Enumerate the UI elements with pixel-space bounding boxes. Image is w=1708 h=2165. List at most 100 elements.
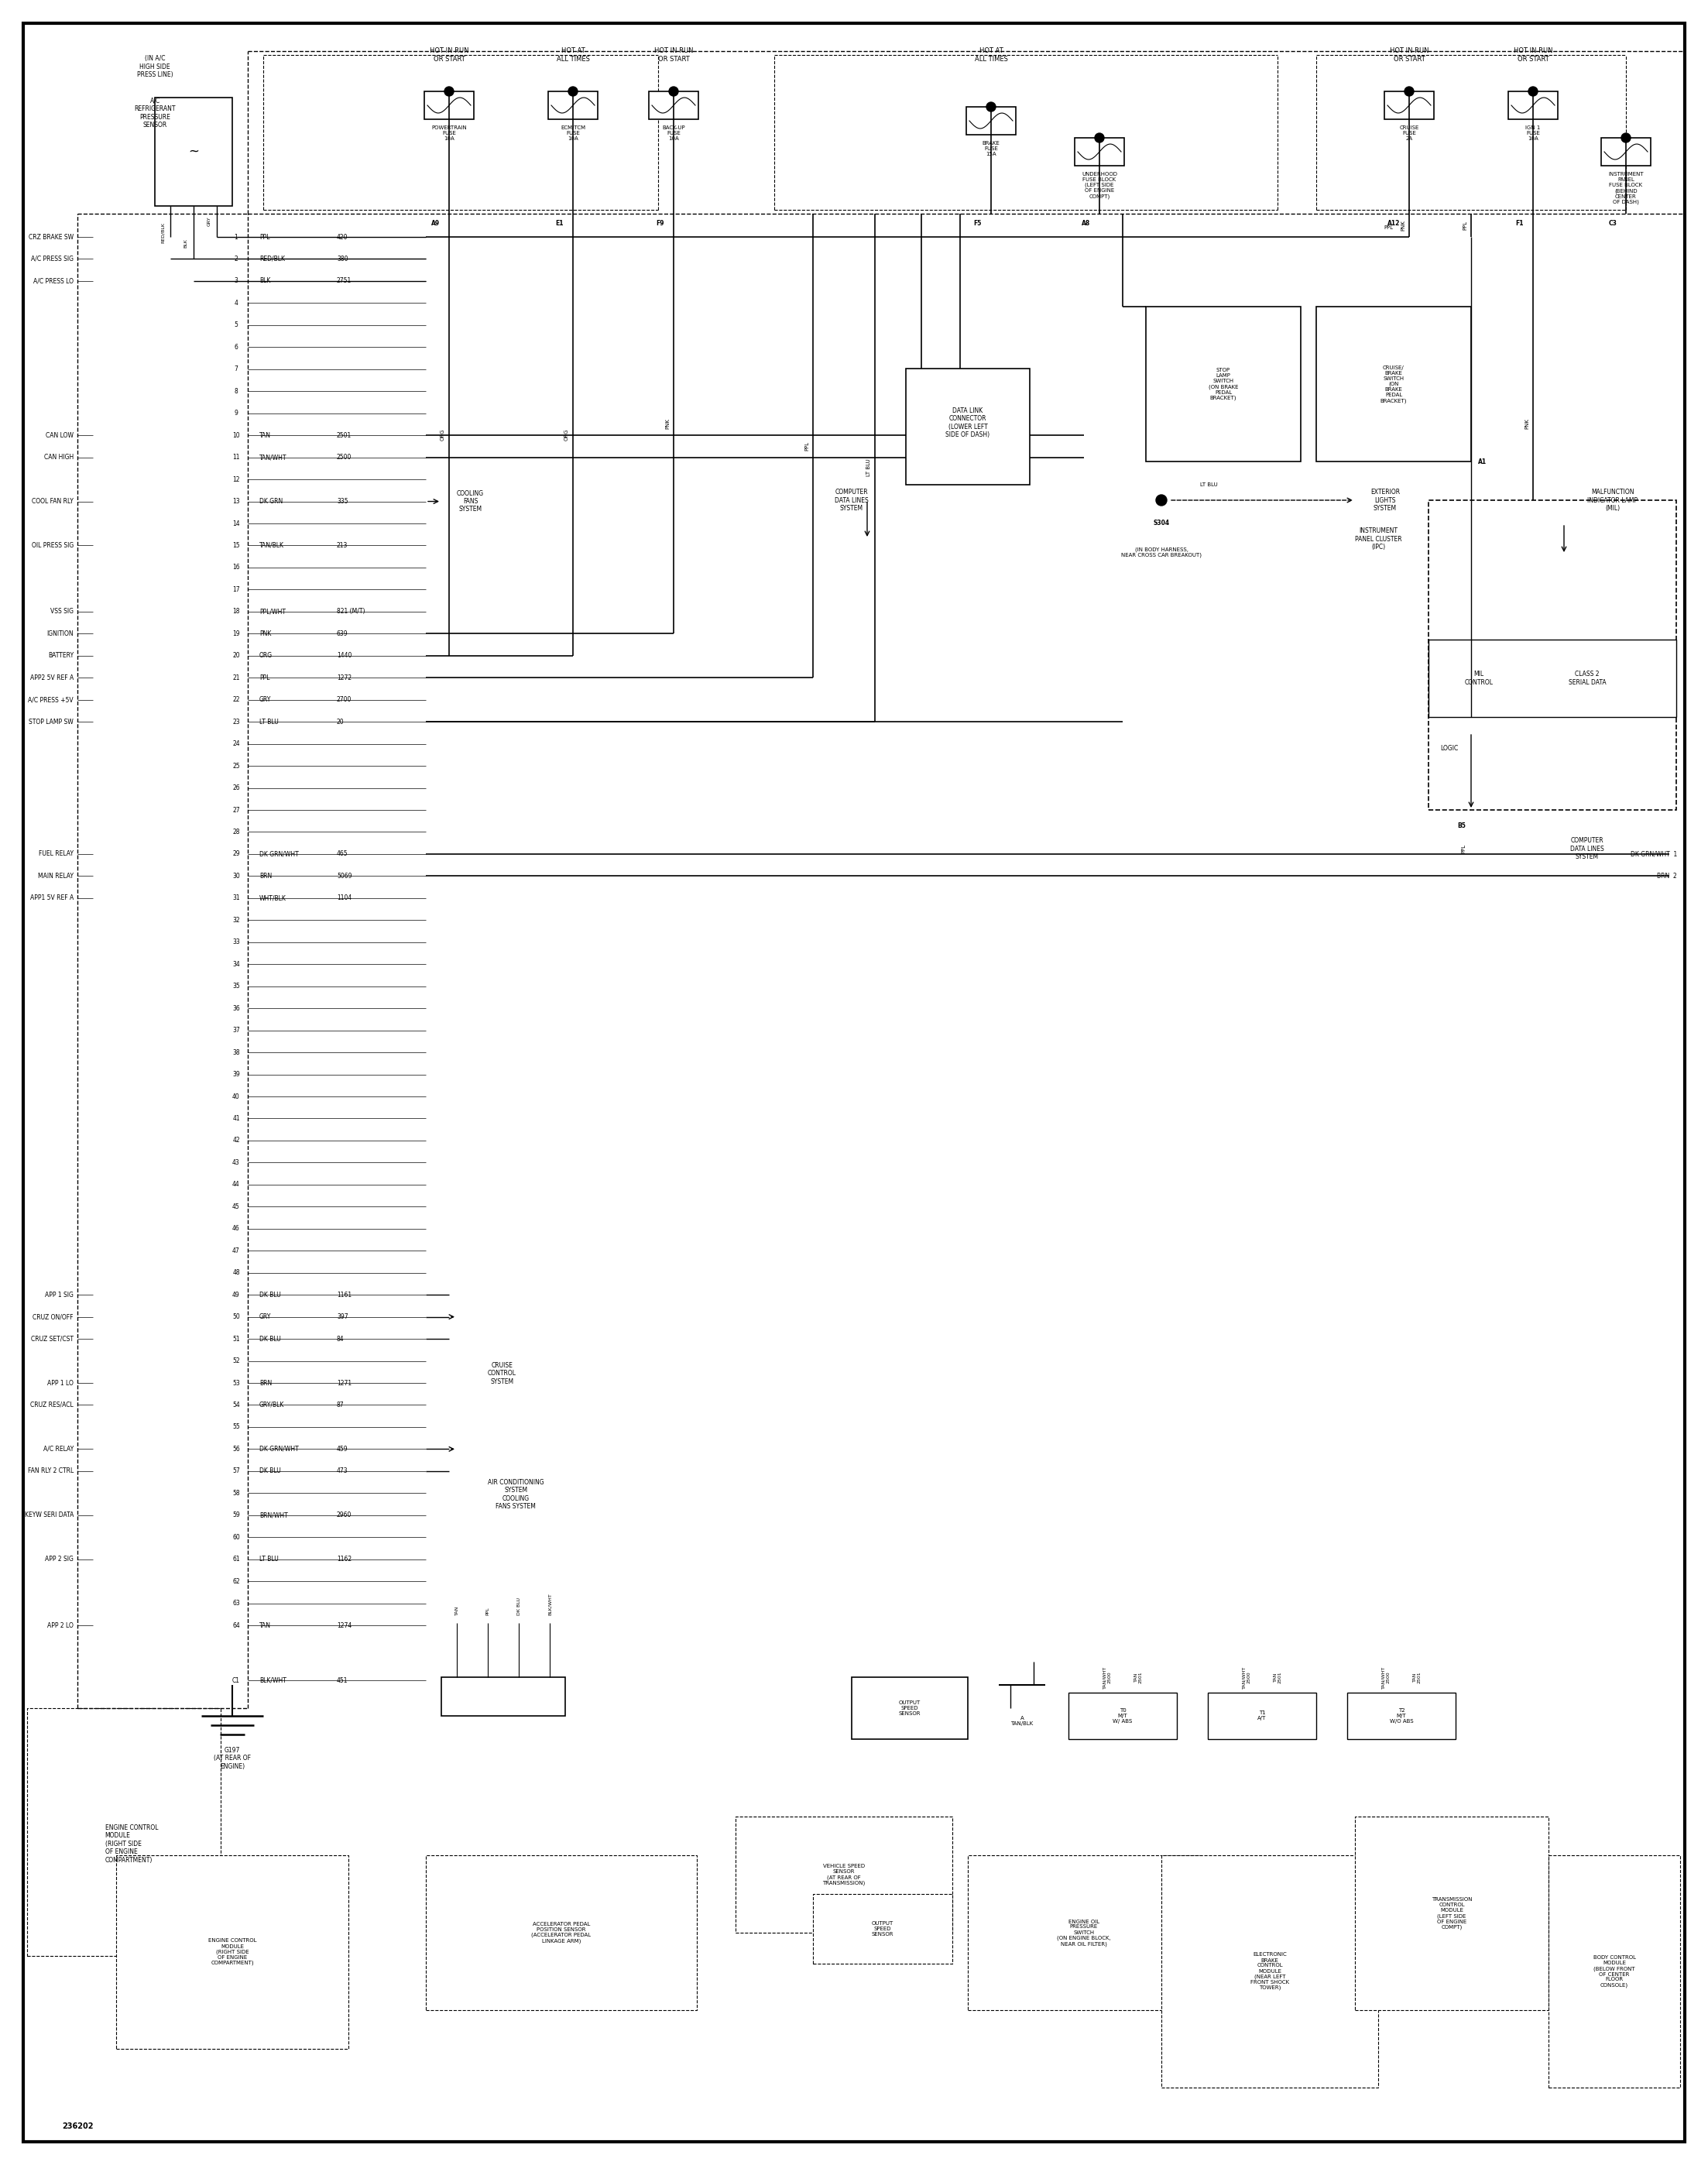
Text: (IN BODY HARNESS,
NEAR CROSS CAR BREAKOUT): (IN BODY HARNESS, NEAR CROSS CAR BREAKOU… [1120,548,1202,559]
Text: 25: 25 [232,762,239,769]
Text: 50: 50 [232,1314,239,1321]
Text: C1: C1 [232,1678,241,1684]
Text: LT BLU: LT BLU [260,719,278,725]
Text: TAN
2501: TAN 2501 [1134,1671,1143,1682]
Text: OUTPUT
SPEED
SENSOR: OUTPUT SPEED SENSOR [871,1920,893,1936]
Bar [1600,139,1650,167]
Text: BLK/WHT: BLK/WHT [260,1678,287,1684]
Text: TAN
2501: TAN 2501 [1413,1671,1421,1682]
Text: 57: 57 [232,1468,239,1474]
Text: APP 2 SIG: APP 2 SIG [44,1557,73,1563]
Bar [1317,307,1471,461]
Text: 19: 19 [232,630,239,637]
Text: 1: 1 [234,234,237,240]
Bar [1146,307,1301,461]
Text: ~: ~ [188,145,200,158]
Text: PPL: PPL [260,234,270,240]
Text: A/C
REFRIGERANT
PRESSURE
SENSOR: A/C REFRIGERANT PRESSURE SENSOR [135,97,176,128]
Text: WHT/BLK: WHT/BLK [260,894,287,901]
Text: 64: 64 [232,1622,239,1628]
Text: HOT AT
ALL TIMES: HOT AT ALL TIMES [975,48,1008,63]
Text: ORG: ORG [260,652,273,658]
Text: 32: 32 [232,916,239,924]
Text: VEHICLE SPEED
SENSOR
(AT REAR OF
TRANSMISSION): VEHICLE SPEED SENSOR (AT REAR OF TRANSMI… [823,1864,866,1886]
Text: BRAKE
FUSE
15A: BRAKE FUSE 15A [982,141,999,156]
Bar [905,368,1030,485]
Text: 54: 54 [232,1401,239,1409]
Text: 30: 30 [232,872,239,879]
Text: 28: 28 [232,829,239,836]
Text: 1440: 1440 [336,652,352,658]
Text: MIL
CONTROL: MIL CONTROL [1464,671,1493,686]
Text: 58: 58 [232,1490,239,1496]
Text: 51: 51 [232,1336,239,1342]
Text: 20: 20 [336,719,345,725]
Text: BLK: BLK [260,277,270,284]
Bar [968,1855,1201,2009]
Text: TAN
2501: TAN 2501 [1274,1671,1281,1682]
Text: 6: 6 [234,344,237,351]
Text: COMPUTER
DATA LINES
SYSTEM: COMPUTER DATA LINES SYSTEM [1570,838,1604,860]
Text: 13: 13 [232,498,239,504]
Text: 53: 53 [232,1379,239,1386]
Bar [1069,1693,1177,1738]
Text: 1272: 1272 [336,673,352,682]
Text: LT BLU: LT BLU [260,1557,278,1563]
Text: 56: 56 [232,1446,239,1453]
Text: LT BLU: LT BLU [866,459,871,476]
Text: 2501: 2501 [336,431,352,439]
Bar [1208,1693,1317,1738]
Text: 31: 31 [232,894,239,901]
Text: 40: 40 [232,1093,239,1100]
Text: PPL: PPL [804,442,810,450]
Text: 63: 63 [232,1600,239,1606]
Text: CAN LOW: CAN LOW [46,431,73,439]
Text: DK BLU: DK BLU [260,1290,280,1299]
Text: CRUZ SET/CST: CRUZ SET/CST [31,1336,73,1342]
Text: 2: 2 [234,255,237,262]
Text: APP2 5V REF A: APP2 5V REF A [31,673,73,682]
Text: CRUISE
CONTROL
SYSTEM: CRUISE CONTROL SYSTEM [488,1362,516,1386]
Text: PNK: PNK [260,630,272,637]
Text: DK GRN/WHT  1: DK GRN/WHT 1 [1631,851,1677,857]
Text: BLK/WHT: BLK/WHT [548,1593,552,1615]
Bar [813,1894,953,1964]
Text: 8: 8 [234,388,237,394]
Text: 639: 639 [336,630,348,637]
Circle shape [569,87,577,95]
Text: ACCELERATOR PEDAL
POSITION SENSOR
(ACCELERATOR PEDAL
LINKAGE ARM): ACCELERATOR PEDAL POSITION SENSOR (ACCEL… [531,1923,591,1944]
Text: PPL/WHT: PPL/WHT [260,608,285,615]
Text: TAN: TAN [260,431,272,439]
Text: T2
M/T
W/O ABS: T2 M/T W/O ABS [1390,1708,1413,1723]
Text: PPL: PPL [1460,844,1465,853]
Circle shape [1621,134,1631,143]
Text: DK GRN: DK GRN [260,498,284,504]
Text: STOP
LAMP
SWITCH
(ON BRAKE
PEDAL
BRACKET): STOP LAMP SWITCH (ON BRAKE PEDAL BRACKET… [1209,368,1238,401]
Text: BLK: BLK [184,238,188,249]
Bar [852,1678,968,1738]
Text: 36: 36 [232,1005,239,1011]
Text: HOT IN RUN
OR START: HOT IN RUN OR START [429,48,468,63]
Circle shape [444,87,454,95]
Text: 26: 26 [232,784,239,792]
Text: 236202: 236202 [61,2122,94,2130]
Text: T1
A/T: T1 A/T [1257,1710,1266,1721]
Text: BACK-UP
FUSE
10A: BACK-UP FUSE 10A [663,126,685,141]
Text: 420: 420 [336,234,348,240]
Bar [1549,1855,1681,2087]
Text: DK BLU: DK BLU [518,1598,521,1615]
Bar [116,1855,348,2048]
Text: BRN: BRN [260,872,272,879]
Text: 821 (M/T): 821 (M/T) [336,608,366,615]
Text: APP 1 SIG: APP 1 SIG [44,1290,73,1299]
Text: A
TAN/BLK: A TAN/BLK [1011,1717,1033,1726]
Text: CRUZ RES/ACL: CRUZ RES/ACL [31,1401,73,1409]
Text: HOT IN RUN
OR START: HOT IN RUN OR START [1390,48,1428,63]
Text: TAN: TAN [260,1622,272,1628]
Text: IGN 1
FUSE
10A: IGN 1 FUSE 10A [1525,126,1541,141]
Text: 1162: 1162 [336,1557,352,1563]
Text: TAN/WHT
2500: TAN/WHT 2500 [1103,1665,1112,1689]
Text: EXTERIOR
LIGHTS
SYSTEM: EXTERIOR LIGHTS SYSTEM [1370,489,1401,511]
Text: BRN/WHT: BRN/WHT [260,1511,289,1518]
Text: 2500: 2500 [336,455,352,461]
